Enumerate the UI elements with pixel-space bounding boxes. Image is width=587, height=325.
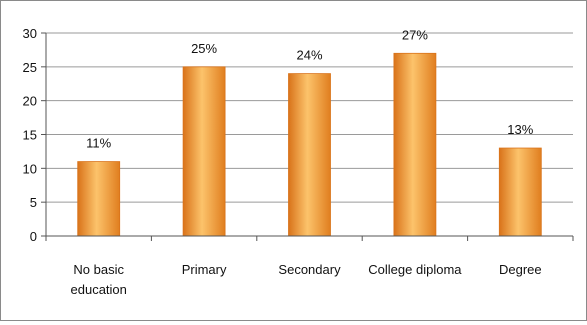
y-tick-label: 0: [30, 229, 37, 244]
bar: [288, 73, 331, 237]
y-axis-ticks: 0 5 10 15 20 25 30: [23, 26, 46, 244]
axes: [45, 33, 574, 241]
data-label: 24%: [296, 48, 322, 63]
data-label: 11%: [86, 136, 111, 151]
x-category-label: Primary: [182, 262, 227, 277]
bar: [498, 147, 542, 237]
y-tick-label: 5: [30, 195, 37, 210]
data-label: 25%: [191, 41, 217, 56]
y-tick-label: 15: [23, 128, 37, 143]
bars: [77, 52, 542, 237]
x-category-label: College diploma: [368, 262, 462, 277]
bar-chart: 0 5 10 15 20 25 30 11% 25% 24% 27% 13% No basic edu…: [23, 26, 574, 297]
x-category-label: Degree: [499, 262, 542, 277]
bar: [182, 66, 226, 237]
x-axis-categories: No basic education Primary Secondary College…: [71, 262, 542, 297]
bar: [393, 52, 437, 237]
data-label: 27%: [402, 27, 428, 42]
y-tick-label: 10: [23, 161, 37, 176]
y-tick-label: 30: [23, 26, 37, 41]
y-tick-label: 25: [23, 60, 37, 75]
x-category-label: education: [71, 282, 127, 297]
y-tick-label: 20: [23, 94, 37, 109]
data-labels: 11% 25% 24% 27% 13%: [86, 27, 534, 150]
bar: [77, 161, 121, 237]
x-category-label: No basic: [73, 262, 124, 277]
data-label: 13%: [507, 122, 533, 137]
x-category-label: Secondary: [278, 262, 341, 277]
